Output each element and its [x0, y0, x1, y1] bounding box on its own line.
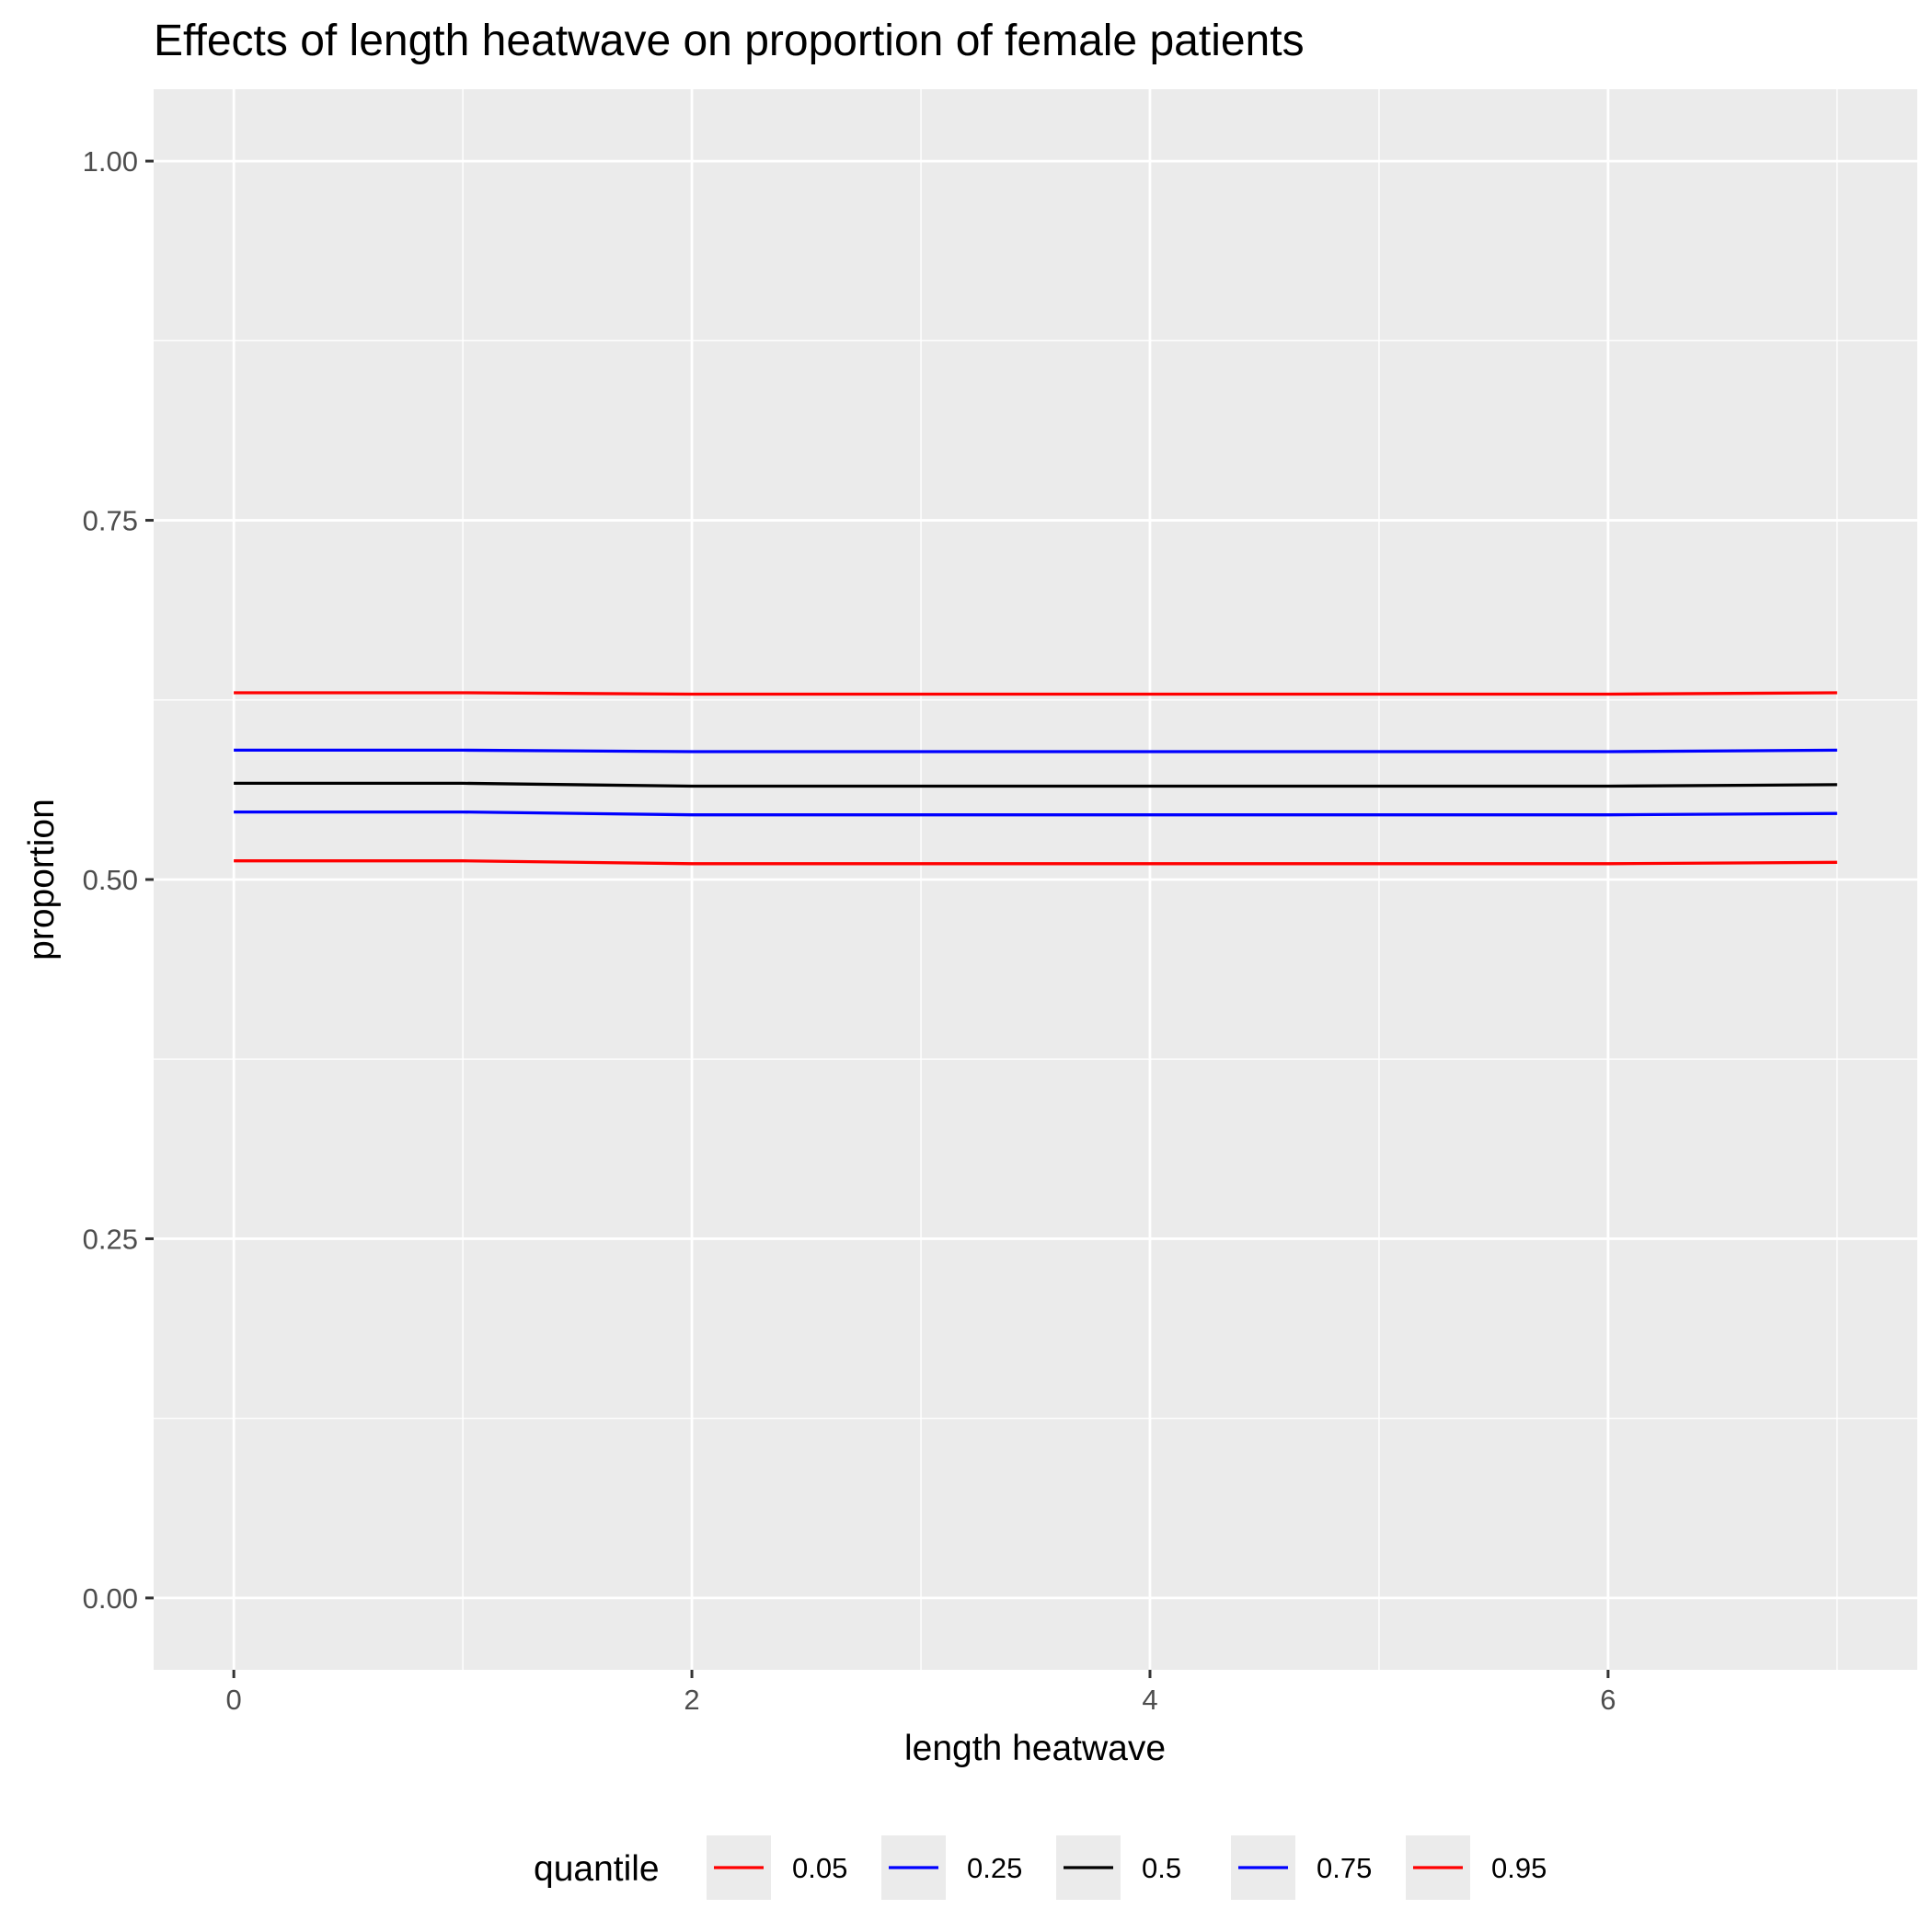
y-axis-title: proportion	[22, 799, 62, 960]
x-tick-label: 2	[684, 1684, 699, 1716]
legend-title: quantile	[534, 1849, 660, 1889]
series-line-0.25	[234, 810, 1837, 817]
legend-label-0.25: 0.25	[967, 1852, 1022, 1884]
series-lines	[234, 691, 1837, 866]
series-line-0.5	[234, 781, 1837, 788]
y-axis: 0.00 0.25 0.50 0.75 1.00	[83, 145, 154, 1615]
y-tick-label: 1.00	[83, 145, 138, 178]
series-line-0.05	[234, 859, 1837, 866]
series-line-0.75	[234, 748, 1837, 753]
y-tick-label: 0.25	[83, 1223, 138, 1255]
x-tick-label: 4	[1142, 1684, 1157, 1716]
legend-label-0.95: 0.95	[1491, 1852, 1547, 1884]
major-gridlines	[154, 89, 1917, 1670]
legend-label-0.75: 0.75	[1317, 1852, 1372, 1884]
series-line-0.95	[234, 691, 1837, 696]
y-tick-label: 0.00	[83, 1582, 138, 1615]
x-axis: 0 2 4 6	[226, 1670, 1616, 1716]
x-axis-title: length heatwave	[904, 1729, 1166, 1768]
x-tick-label: 0	[226, 1684, 242, 1716]
legend-label-0.05: 0.05	[792, 1852, 847, 1884]
legend-label-0.5: 0.5	[1142, 1852, 1181, 1884]
legend: quantile 0.05 0.25 0.5 0.75 0.95	[534, 1835, 1547, 1900]
chart-title: Effects of length heatwave on proportion…	[154, 17, 1305, 65]
x-tick-label: 6	[1600, 1684, 1616, 1716]
y-tick-label: 0.75	[83, 505, 138, 537]
y-tick-label: 0.50	[83, 864, 138, 896]
